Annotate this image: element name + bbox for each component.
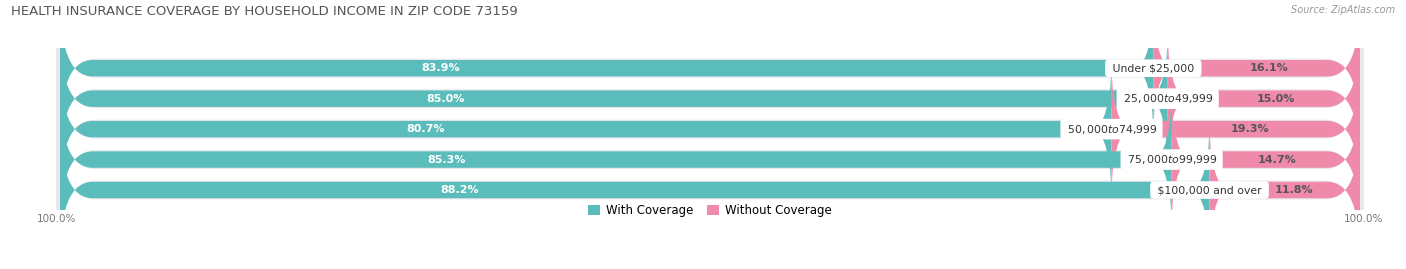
Text: 16.1%: 16.1% (1250, 63, 1288, 73)
Text: $50,000 to $74,999: $50,000 to $74,999 (1064, 123, 1159, 136)
Text: HEALTH INSURANCE COVERAGE BY HOUSEHOLD INCOME IN ZIP CODE 73159: HEALTH INSURANCE COVERAGE BY HOUSEHOLD I… (11, 5, 517, 18)
FancyBboxPatch shape (60, 92, 1171, 228)
FancyBboxPatch shape (60, 61, 1112, 197)
FancyBboxPatch shape (1153, 0, 1360, 136)
Text: 85.3%: 85.3% (427, 155, 465, 165)
Text: 83.9%: 83.9% (420, 63, 460, 73)
Text: 88.2%: 88.2% (440, 185, 479, 195)
Legend: With Coverage, Without Coverage: With Coverage, Without Coverage (588, 204, 832, 217)
FancyBboxPatch shape (1167, 31, 1360, 167)
FancyBboxPatch shape (56, 47, 1364, 211)
FancyBboxPatch shape (60, 0, 1153, 136)
FancyBboxPatch shape (60, 31, 1167, 167)
FancyBboxPatch shape (1209, 122, 1360, 258)
FancyBboxPatch shape (56, 17, 1364, 180)
Text: Source: ZipAtlas.com: Source: ZipAtlas.com (1291, 5, 1395, 15)
FancyBboxPatch shape (56, 0, 1364, 150)
FancyBboxPatch shape (60, 122, 1209, 258)
Text: $100,000 and over: $100,000 and over (1154, 185, 1265, 195)
Text: Under $25,000: Under $25,000 (1109, 63, 1198, 73)
Text: 19.3%: 19.3% (1230, 124, 1270, 134)
FancyBboxPatch shape (1171, 92, 1360, 228)
Text: 15.0%: 15.0% (1257, 94, 1295, 104)
Text: 80.7%: 80.7% (406, 124, 444, 134)
Text: 11.8%: 11.8% (1275, 185, 1313, 195)
FancyBboxPatch shape (1112, 61, 1360, 197)
FancyBboxPatch shape (56, 78, 1364, 242)
Text: $75,000 to $99,999: $75,000 to $99,999 (1125, 153, 1219, 166)
Text: 85.0%: 85.0% (426, 94, 464, 104)
Text: 14.7%: 14.7% (1258, 155, 1296, 165)
FancyBboxPatch shape (56, 108, 1364, 269)
Text: $25,000 to $49,999: $25,000 to $49,999 (1121, 92, 1215, 105)
